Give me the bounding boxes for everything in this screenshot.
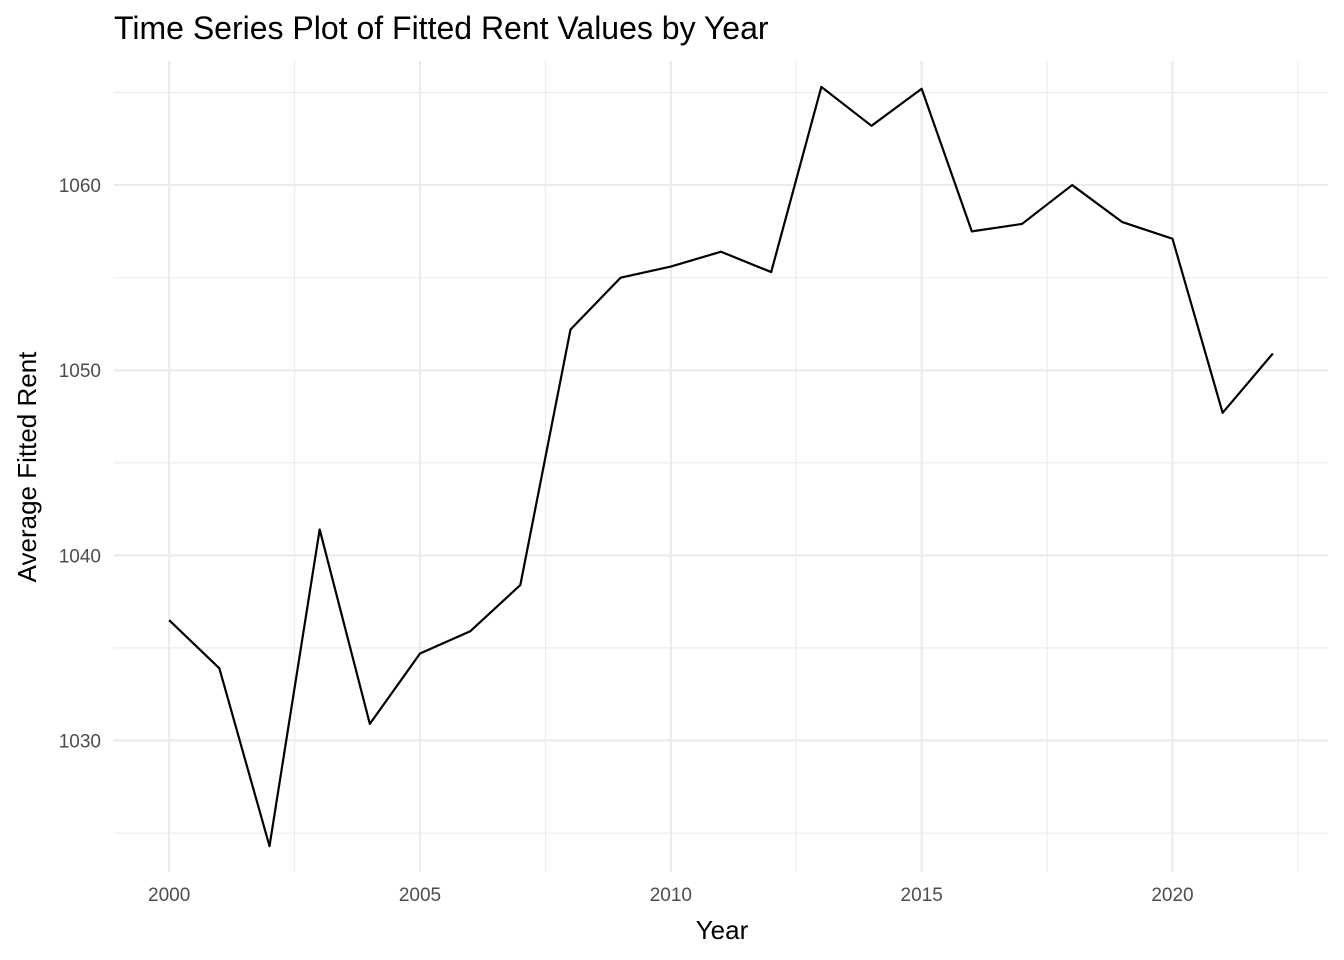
x-tick-label: 2020 bbox=[1151, 885, 1193, 906]
chart-title: Time Series Plot of Fitted Rent Values b… bbox=[114, 10, 769, 46]
x-axis-title: Year bbox=[696, 915, 749, 945]
y-tick-label: 1030 bbox=[59, 732, 101, 753]
x-tick-label: 2005 bbox=[399, 885, 441, 906]
series-line bbox=[168, 85, 1274, 848]
y-axis-title: Average Fitted Rent bbox=[12, 351, 42, 583]
y-axis-ticks: 1030 1040 1050 1060 bbox=[59, 176, 101, 752]
y-tick-label: 1040 bbox=[59, 546, 101, 567]
major-gridlines bbox=[114, 61, 1328, 872]
y-tick-label: 1050 bbox=[59, 361, 101, 382]
x-tick-label: 2015 bbox=[901, 885, 943, 906]
minor-gridlines bbox=[114, 61, 1328, 872]
x-tick-label: 2000 bbox=[148, 885, 190, 906]
y-tick-label: 1060 bbox=[59, 176, 101, 197]
x-axis-ticks: 2000 2005 2010 2015 2020 bbox=[148, 885, 1194, 906]
series-layer bbox=[168, 85, 1274, 848]
x-tick-label: 2010 bbox=[650, 885, 692, 906]
